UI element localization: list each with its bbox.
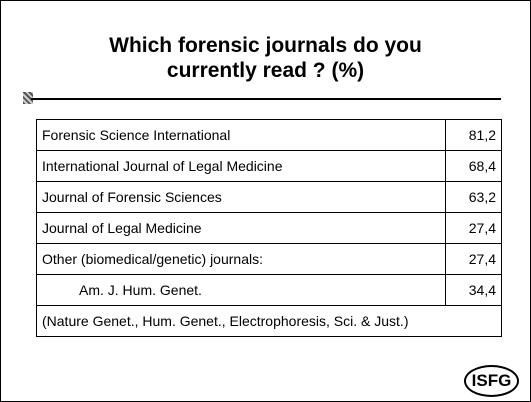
percent: 81,2	[445, 119, 502, 151]
logo: ISFG	[464, 365, 519, 397]
percent: 68,4	[445, 150, 502, 182]
percent: 27,4	[445, 212, 502, 244]
journal-table: Forensic Science International 81,2 Intern…	[36, 119, 502, 337]
table-row: (Nature Genet., Hum. Genet., Electrophor…	[36, 305, 502, 337]
percent: 34,4	[445, 274, 502, 306]
title-line: currently read ? (%)	[166, 59, 365, 82]
journal-name: (Nature Genet., Hum. Genet., Electrophor…	[36, 305, 502, 337]
bullet-icon	[23, 92, 33, 104]
table-row: Forensic Science International 81,2	[36, 119, 502, 151]
table-row: Am. J. Hum. Genet. 34,4	[36, 274, 502, 306]
title-line: Which forensic journals do you	[109, 34, 422, 57]
journal-name: Journal of Legal Medicine	[36, 212, 446, 244]
percent: 63,2	[445, 181, 502, 213]
journal-name: Other (biomedical/genetic) journals:	[36, 243, 446, 275]
table-row: Other (biomedical/genetic) journals: 27,4	[36, 243, 502, 275]
percent: 27,4	[445, 243, 502, 275]
table-row: Journal of Forensic Sciences 63,2	[36, 181, 502, 213]
journal-name: Am. J. Hum. Genet.	[36, 274, 446, 306]
divider	[31, 98, 501, 100]
journal-name: Journal of Forensic Sciences	[36, 181, 446, 213]
table-row: International Journal of Legal Medicine 6…	[36, 150, 502, 182]
title: Which forensic journals do you currently…	[1, 33, 530, 83]
table-row: Journal of Legal Medicine 27,4	[36, 212, 502, 244]
journal-name: Forensic Science International	[36, 119, 446, 151]
journal-name: International Journal of Legal Medicine	[36, 150, 446, 182]
table-body: Forensic Science International 81,2 Intern…	[36, 119, 502, 337]
